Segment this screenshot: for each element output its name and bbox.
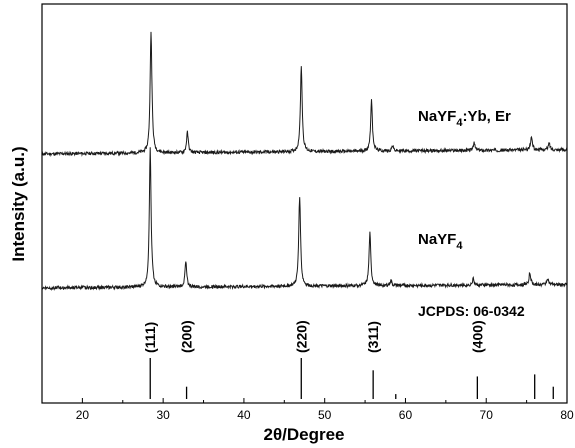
hkl-label: (311) [365,321,381,353]
series-label-undoped-sub: 4 [456,240,463,252]
series-label-undoped-main: NaYF [418,231,456,248]
series-line-0 [41,31,568,158]
series-label-doped-sub: 4 [456,117,463,129]
x-axis-label-prefix: 2 [263,425,272,444]
x-axis-label-suffix: /Degree [282,425,344,444]
hkl-label: (220) [293,320,309,353]
hkl-labels: (111) (200) (220) (311) (400) [142,320,485,353]
hkl-label: (111) [142,322,158,353]
reference-label: JCPDS: 06-0342 [418,303,525,319]
hkl-label: (400) [469,320,485,353]
plot-area [41,31,568,399]
x-tick-label: 80 [560,408,574,422]
y-axis-label: Intensity (a.u.) [9,146,28,261]
series-label-doped: NaYF4:Yb, Er [418,108,511,129]
x-axis-label: 2θ/Degree [263,425,344,444]
plot-frame [41,3,568,404]
x-tick-label: 20 [76,408,90,422]
x-axis-ticks: 20 30 40 50 60 70 80 [41,398,574,422]
hkl-label: (200) [179,320,195,353]
x-axis-label-theta: θ [273,425,282,444]
series-label-doped-main: NaYF [418,108,456,125]
series-label-undoped: NaYF4 [418,231,463,252]
x-tick-label: 30 [156,408,170,422]
series-label-doped-rest: :Yb, Er [462,108,511,125]
x-tick-label: 40 [237,408,251,422]
x-tick-label: 60 [399,408,413,422]
x-tick-label: 70 [480,408,494,422]
series-line-1 [41,147,568,292]
x-tick-label: 50 [318,408,332,422]
